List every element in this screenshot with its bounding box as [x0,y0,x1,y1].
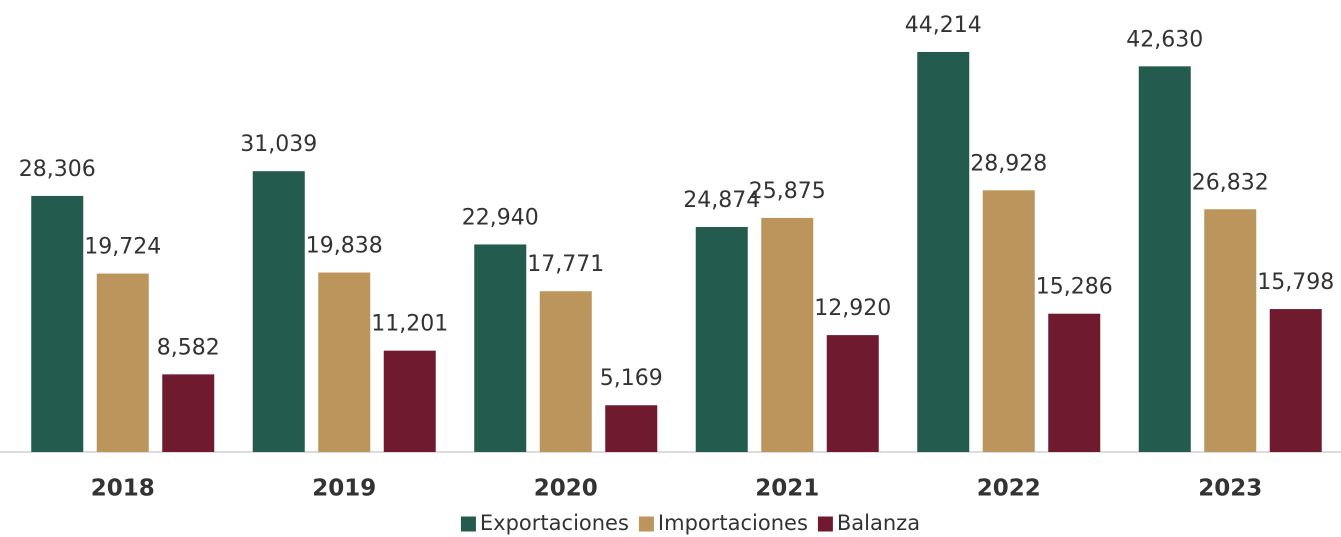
data-label: 22,940 [462,205,539,230]
data-label: 8,582 [157,335,220,360]
data-label: 26,832 [1192,170,1269,195]
bar [318,272,371,452]
legend-swatch [460,516,476,532]
bar [1048,313,1101,452]
data-label: 28,306 [19,157,96,182]
bar [1138,66,1191,453]
x-tick-label: 2019 [312,476,376,502]
bar [917,52,970,452]
bar [162,374,215,452]
data-label: 19,838 [306,234,383,259]
bar [539,291,592,452]
bar [1269,309,1322,452]
bar [982,190,1035,452]
legend-label: Balanza [837,511,920,535]
legend-label: Importaciones [658,511,808,535]
data-label: 19,724 [84,235,161,260]
data-label: 28,928 [970,151,1047,176]
x-tick-label: 2020 [534,476,598,502]
legend-label: Exportaciones [480,511,629,535]
data-label: 15,286 [1036,275,1113,300]
data-label: 5,169 [600,366,663,391]
bar [695,226,748,452]
data-label: 15,798 [1257,270,1334,295]
bar [1204,209,1257,452]
x-tick-label: 2021 [755,476,819,502]
data-label: 44,214 [905,13,982,38]
data-label: 12,920 [814,296,891,321]
legend-swatch [638,516,654,532]
data-label: 31,039 [240,132,317,157]
data-label: 24,874 [683,188,760,213]
bar [383,350,436,452]
data-label: 11,201 [371,312,448,337]
bar [252,171,305,453]
data-label: 17,771 [527,252,604,277]
legend-swatch [817,516,833,532]
bar [605,405,658,452]
bar [761,217,814,452]
x-tick-label: 2022 [977,476,1041,502]
bar [826,335,879,452]
data-label: 42,630 [1126,27,1203,52]
data-label: 25,875 [749,179,826,204]
bar [474,244,527,452]
bar [31,195,84,452]
bar [96,273,149,452]
x-tick-label: 2018 [91,476,155,502]
x-tick-label: 2023 [1198,476,1262,502]
